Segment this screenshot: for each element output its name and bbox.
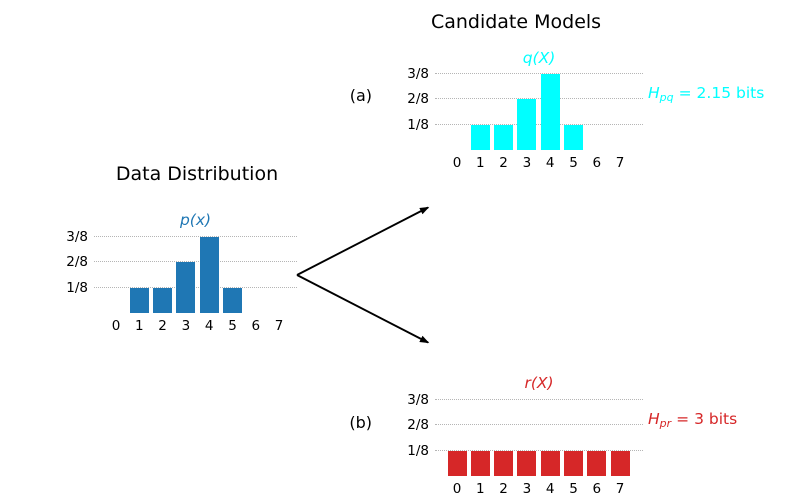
x-tick-label: 7 xyxy=(615,155,625,171)
x-tick-label: 4 xyxy=(545,155,555,171)
gridline-1/8 xyxy=(435,123,643,125)
panel-a-label: (a) xyxy=(349,86,372,105)
x-tick-label: 2 xyxy=(499,155,508,171)
h-subscript: pr xyxy=(659,417,672,430)
q-bar-x5 xyxy=(564,124,583,150)
q-bar-x2 xyxy=(494,124,514,150)
h-symbol: H xyxy=(648,410,660,428)
x-tick-label: 5 xyxy=(228,318,237,334)
y-tick-label: 2/8 xyxy=(407,91,429,108)
r-distribution-label: r(X) xyxy=(524,374,554,392)
p-distribution-chart: 1/8 2/8 3/8 0 1 2 3 4 5 6 7 xyxy=(66,224,297,334)
x-tick-label: 7 xyxy=(615,481,625,497)
gridline-1/8 xyxy=(94,286,297,288)
r-bar-x4 xyxy=(540,450,560,476)
x-tick-label: 6 xyxy=(251,318,261,334)
x-tick-label: 1 xyxy=(476,155,485,171)
x-tick-label: 0 xyxy=(452,481,462,497)
y-tick-label: 3/8 xyxy=(66,229,88,246)
arrow-to-model-b xyxy=(296,274,430,344)
gridline-1/8 xyxy=(435,449,643,451)
p-bar-x3 xyxy=(176,262,196,313)
y-tick-label: 1/8 xyxy=(407,116,429,133)
p-distribution-label: p(x) xyxy=(179,211,212,229)
panel-b-label: (b) xyxy=(349,413,372,432)
x-tick-label: 3 xyxy=(181,318,191,334)
x-tick-label: 5 xyxy=(569,155,578,171)
y-tick-label: 2/8 xyxy=(407,417,429,434)
r-bar-x0 xyxy=(447,450,467,476)
r-bar-x2 xyxy=(494,450,514,476)
arrow-to-model-a xyxy=(296,206,430,276)
y-tick-label: 1/8 xyxy=(407,442,429,459)
x-tick-label: 2 xyxy=(499,481,508,497)
p-bar-x1 xyxy=(129,287,149,313)
r-distribution-chart: 1/8 2/8 3/8 0 1 2 3 4 5 6 7 xyxy=(407,387,643,497)
x-tick-label: 6 xyxy=(592,155,602,171)
candidate-models-title: Candidate Models xyxy=(430,11,602,33)
h-subscript: pq xyxy=(659,91,674,104)
gridline-3/8 xyxy=(435,399,643,401)
r-bar-x1 xyxy=(470,450,490,476)
x-tick-label: 4 xyxy=(204,318,214,334)
x-tick-label: 0 xyxy=(452,155,462,171)
x-tick-label: 2 xyxy=(158,318,167,334)
gridline-2/8 xyxy=(435,98,643,100)
gridline-3/8 xyxy=(94,236,297,238)
cross-entropy-pr-annotation: Hpr = 3 bits xyxy=(648,410,738,430)
gridline-2/8 xyxy=(94,261,297,263)
q-bar-x4 xyxy=(540,74,560,150)
x-tick-label: 4 xyxy=(545,481,555,497)
split-arrows-icon xyxy=(296,206,430,344)
y-tick-label: 3/8 xyxy=(407,392,429,409)
h-symbol: H xyxy=(648,84,660,102)
r-bar-x3 xyxy=(517,450,537,476)
gridline-3/8 xyxy=(435,73,643,75)
r-bar-x5 xyxy=(564,450,583,476)
h-value: = 2.15 bits xyxy=(678,84,765,102)
x-tick-label: 5 xyxy=(569,481,578,497)
r-bar-x7 xyxy=(610,450,630,476)
p-bar-x4 xyxy=(199,237,219,313)
q-bar-x3 xyxy=(517,99,537,150)
y-tick-label: 2/8 xyxy=(66,254,88,271)
q-distribution-chart: 1/8 2/8 3/8 0 1 2 3 4 5 6 7 xyxy=(407,61,643,171)
data-distribution-title: Data Distribution xyxy=(115,163,279,185)
q-distribution-label: q(X) xyxy=(522,49,556,67)
x-tick-label: 3 xyxy=(522,481,532,497)
y-tick-label: 3/8 xyxy=(407,66,429,83)
gridline-2/8 xyxy=(435,424,643,426)
q-bar-x1 xyxy=(470,124,490,150)
x-tick-label: 1 xyxy=(135,318,144,334)
r-bar-x6 xyxy=(587,450,607,476)
x-tick-label: 6 xyxy=(592,481,602,497)
x-tick-label: 3 xyxy=(522,155,532,171)
p-bar-x2 xyxy=(153,287,173,313)
h-value: = 3 bits xyxy=(676,410,738,428)
x-tick-label: 0 xyxy=(111,318,121,334)
cross-entropy-pq-annotation: Hpq = 2.15 bits xyxy=(648,84,765,104)
x-tick-label: 7 xyxy=(274,318,284,334)
x-tick-label: 1 xyxy=(476,481,485,497)
p-bar-x5 xyxy=(223,287,242,313)
y-tick-label: 1/8 xyxy=(66,279,88,296)
